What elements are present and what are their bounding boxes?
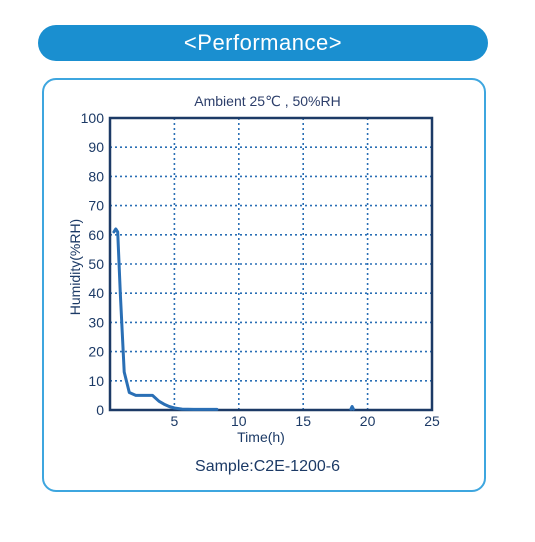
sample-label: Sample:C2E-1200-6 xyxy=(195,458,340,475)
x-tick-label: 25 xyxy=(424,413,440,429)
plot-frame xyxy=(108,116,434,412)
performance-banner: <Performance> xyxy=(38,25,488,61)
y-tick-label: 20 xyxy=(88,344,104,360)
y-tick-label: 30 xyxy=(88,314,104,330)
grid-layer xyxy=(110,118,432,410)
y-tick-labels: 0 10 20 30 40 50 60 70 80 90 100 xyxy=(81,110,105,418)
y-tick-label: 60 xyxy=(88,227,104,243)
x-tick-labels: 5 10 15 20 25 xyxy=(171,413,440,429)
y-axis-label: Humidity(%RH) xyxy=(67,219,83,315)
x-tick-label: 10 xyxy=(231,413,247,429)
y-tick-label: 10 xyxy=(88,373,104,389)
x-tick-label: 15 xyxy=(295,413,311,429)
series-layer xyxy=(112,227,355,411)
series-line-1 xyxy=(112,227,219,411)
x-tick-label: 5 xyxy=(171,413,179,429)
series-line-2 xyxy=(349,405,355,411)
chart-title: Ambient 25℃ , 50%RH xyxy=(194,93,341,109)
y-tick-label: 90 xyxy=(88,139,104,155)
y-tick-label: 70 xyxy=(88,198,104,214)
y-tick-label: 50 xyxy=(88,256,104,272)
y-tick-label: 40 xyxy=(88,285,104,301)
y-tick-label: 80 xyxy=(88,168,104,184)
y-tick-label: 100 xyxy=(81,110,105,126)
x-tick-label: 20 xyxy=(360,413,376,429)
x-axis-label: Time(h) xyxy=(237,429,285,445)
y-tick-label: 0 xyxy=(96,402,104,418)
